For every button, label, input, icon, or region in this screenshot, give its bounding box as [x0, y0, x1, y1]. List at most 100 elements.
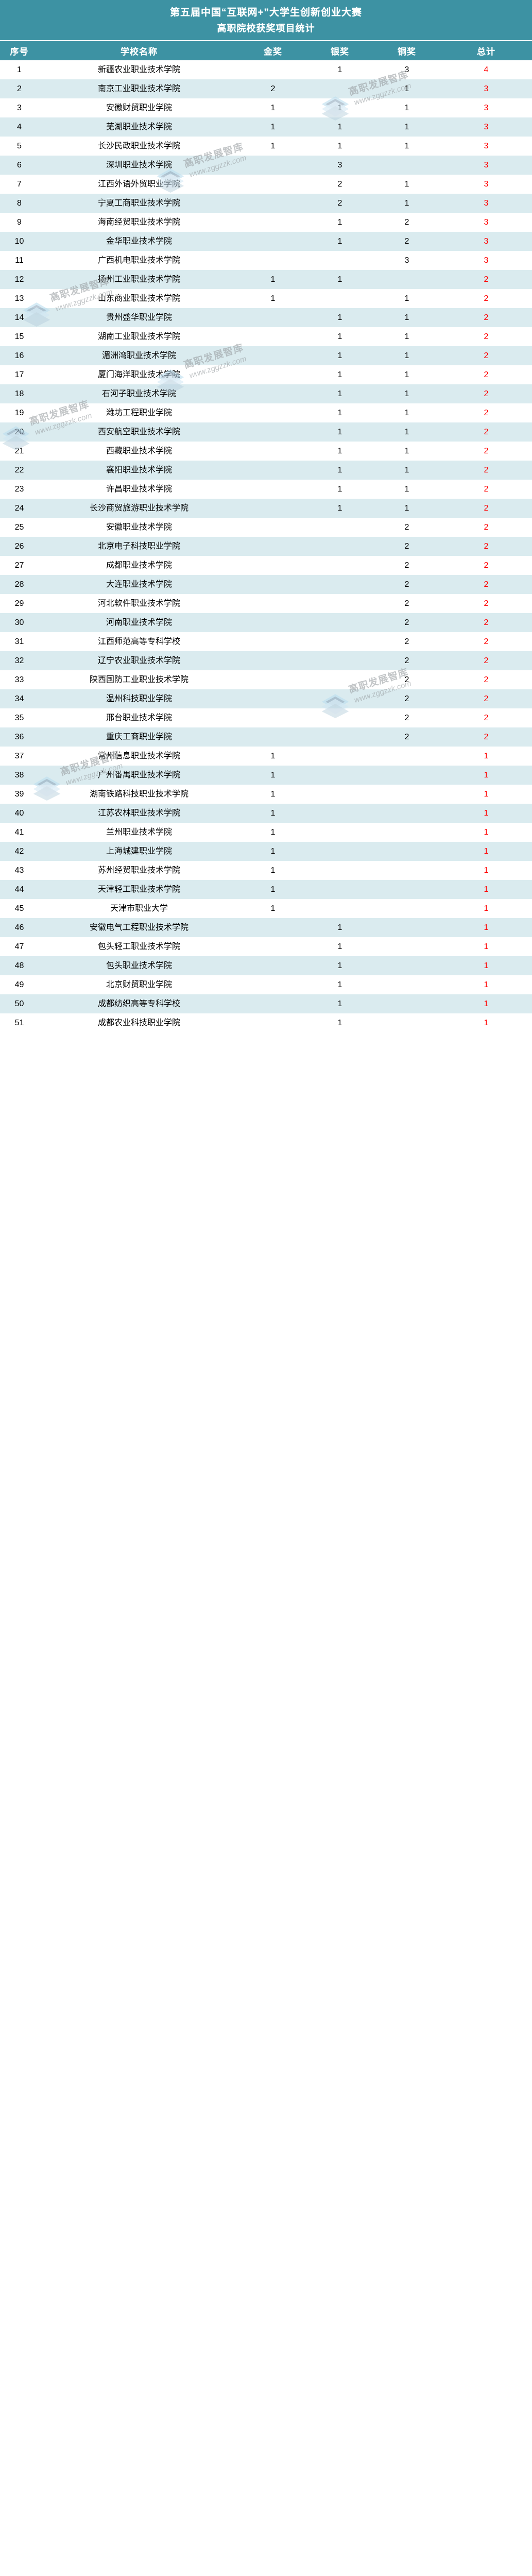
row-silver: 1 [337, 923, 342, 932]
row-bronze [373, 804, 440, 823]
table-row: 10 金华职业技术学院 1 2 3 [0, 232, 532, 251]
table-row: 3 安徽财贸职业学院 1 1 1 3 [0, 98, 532, 117]
row-total: 1 [484, 771, 489, 779]
row-total: 3 [484, 161, 489, 170]
row-index: 4 [17, 123, 22, 131]
table-row: 29 河北软件职业技术学院 2 2 [0, 594, 532, 613]
row-bronze: 2 [404, 733, 409, 741]
table-row: 4 芜湖职业技术学院 1 1 1 3 [0, 117, 532, 137]
row-silver: 1 [337, 504, 342, 513]
row-gold: 1 [270, 275, 276, 284]
row-silver [306, 823, 373, 842]
row-school-name: 新疆农业职业技术学院 [97, 65, 180, 74]
row-silver: 1 [337, 370, 342, 379]
row-total: 2 [484, 580, 489, 589]
table-row: 8 宁夏工商职业技术学院 2 1 3 [0, 194, 532, 213]
row-gold: 1 [270, 847, 276, 856]
row-school-name: 长沙商贸旅游职业技术学院 [89, 504, 188, 513]
row-total: 2 [484, 370, 489, 379]
row-index: 45 [14, 904, 24, 913]
row-bronze [373, 766, 440, 785]
row-school-name: 石河子职业技术学院 [101, 389, 176, 398]
row-silver [306, 651, 373, 670]
row-bronze: 1 [404, 313, 409, 322]
row-gold [239, 670, 306, 689]
row-index: 50 [14, 999, 24, 1008]
row-total: 2 [484, 294, 489, 303]
row-silver: 1 [337, 351, 342, 360]
table-row: 40 江苏农林职业技术学院 1 1 [0, 804, 532, 823]
table-row: 28 大连职业技术学院 2 2 [0, 575, 532, 594]
row-silver: 1 [337, 275, 342, 284]
row-gold [239, 708, 306, 727]
row-index: 48 [14, 961, 24, 970]
table-row: 17 厦门海洋职业技术学院 1 1 2 [0, 365, 532, 384]
table-row: 35 邢台职业技术学院 2 2 [0, 708, 532, 727]
table-row: 49 北京财贸职业学院 1 1 [0, 975, 532, 994]
row-total: 2 [484, 733, 489, 741]
row-bronze: 1 [404, 294, 409, 303]
table-row: 45 天津市职业大学 1 1 [0, 899, 532, 918]
table-row: 7 江西外语外贸职业学院 2 1 3 [0, 175, 532, 194]
table-row: 12 扬州工业职业技术学院 1 1 2 [0, 270, 532, 289]
row-gold: 1 [270, 809, 276, 818]
row-silver: 1 [337, 332, 342, 341]
row-school-name: 南京工业职业技术学院 [97, 84, 180, 93]
row-silver [306, 632, 373, 651]
row-index: 18 [14, 389, 24, 398]
row-index: 25 [14, 523, 24, 532]
row-index: 36 [14, 733, 24, 741]
row-index: 35 [14, 714, 24, 722]
row-index: 10 [14, 237, 24, 246]
row-gold [239, 1013, 306, 1032]
row-bronze [373, 842, 440, 861]
row-index: 33 [14, 675, 24, 684]
row-school-name: 兰州职业技术学院 [106, 828, 172, 837]
row-index: 39 [14, 790, 24, 799]
row-total: 3 [484, 199, 489, 208]
row-school-name: 重庆工商职业学院 [106, 733, 172, 741]
row-bronze [373, 918, 440, 937]
row-bronze: 2 [404, 580, 409, 589]
row-total: 1 [484, 1019, 489, 1027]
row-total: 2 [484, 675, 489, 684]
column-header-bronze: 铜奖 [373, 40, 440, 60]
row-gold [239, 308, 306, 327]
table-row: 14 贵州盛华职业学院 1 1 2 [0, 308, 532, 327]
table-row: 41 兰州职业技术学院 1 1 [0, 823, 532, 842]
row-bronze: 1 [404, 370, 409, 379]
row-gold: 1 [270, 885, 276, 894]
row-index: 44 [14, 885, 24, 894]
row-school-name: 辽宁农业职业技术学院 [97, 656, 180, 665]
row-school-name: 金华职业技术学院 [106, 237, 172, 246]
row-total: 2 [484, 428, 489, 436]
row-index: 7 [17, 180, 22, 189]
row-gold [239, 918, 306, 937]
row-bronze: 2 [404, 694, 409, 703]
table-row: 46 安徽电气工程职业技术学院 1 1 [0, 918, 532, 937]
row-bronze: 2 [404, 656, 409, 665]
row-bronze: 2 [404, 523, 409, 532]
row-school-name: 天津轻工职业技术学院 [97, 885, 180, 894]
row-silver [306, 804, 373, 823]
row-bronze: 3 [404, 256, 409, 265]
column-header-school: 学校名称 [39, 40, 239, 60]
row-gold [239, 689, 306, 708]
row-total: 1 [484, 904, 489, 913]
row-gold: 1 [270, 294, 276, 303]
column-header-total: 总计 [440, 40, 532, 60]
row-school-name: 广州番禺职业技术学院 [97, 771, 180, 779]
row-total: 3 [484, 84, 489, 93]
table-row: 11 广西机电职业技术学院 3 3 [0, 251, 532, 270]
row-school-name: 贵州盛华职业学院 [106, 313, 172, 322]
row-total: 1 [484, 980, 489, 989]
row-total: 1 [484, 942, 489, 951]
row-silver: 1 [337, 237, 342, 246]
row-total: 2 [484, 656, 489, 665]
row-index: 29 [14, 599, 24, 608]
row-silver: 1 [337, 104, 342, 112]
table-row: 34 温州科技职业学院 2 2 [0, 689, 532, 708]
row-gold [239, 556, 306, 575]
row-index: 19 [14, 409, 24, 417]
row-school-name: 宁夏工商职业技术学院 [97, 199, 180, 208]
